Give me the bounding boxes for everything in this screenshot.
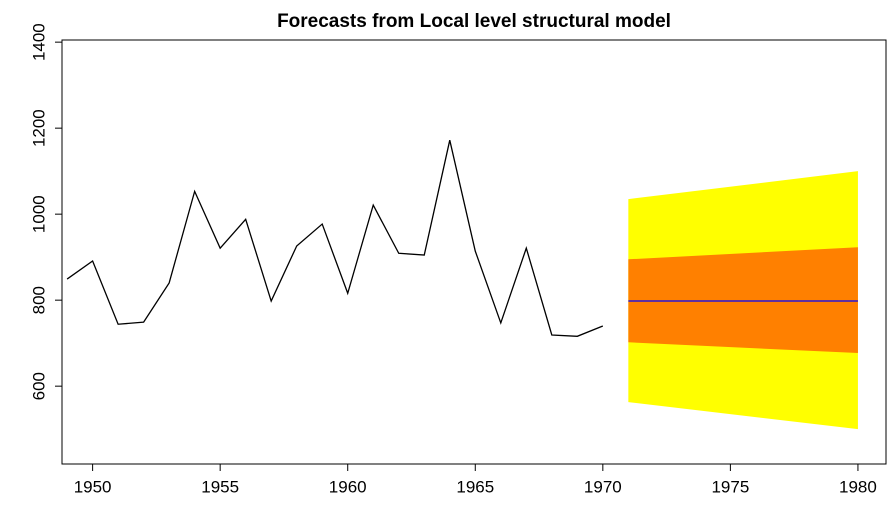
chart-title: Forecasts from Local level structural mo… bbox=[277, 11, 671, 32]
x-tick-label: 1970 bbox=[584, 477, 622, 496]
x-tick-label: 1965 bbox=[456, 477, 494, 496]
x-tick-label: 1975 bbox=[711, 477, 749, 496]
x-tick-label: 1980 bbox=[839, 477, 877, 496]
x-tick-label: 1950 bbox=[74, 477, 112, 496]
y-tick-label: 1000 bbox=[29, 195, 48, 233]
series-line bbox=[66, 140, 604, 337]
y-tick-label: 1200 bbox=[29, 109, 48, 147]
y-tick-label: 600 bbox=[29, 372, 48, 400]
x-tick-label: 1955 bbox=[201, 477, 239, 496]
interval-band bbox=[628, 247, 858, 354]
y-tick-label: 800 bbox=[29, 286, 48, 314]
y-tick-label: 1400 bbox=[29, 23, 48, 61]
x-tick-label: 1960 bbox=[329, 477, 367, 496]
